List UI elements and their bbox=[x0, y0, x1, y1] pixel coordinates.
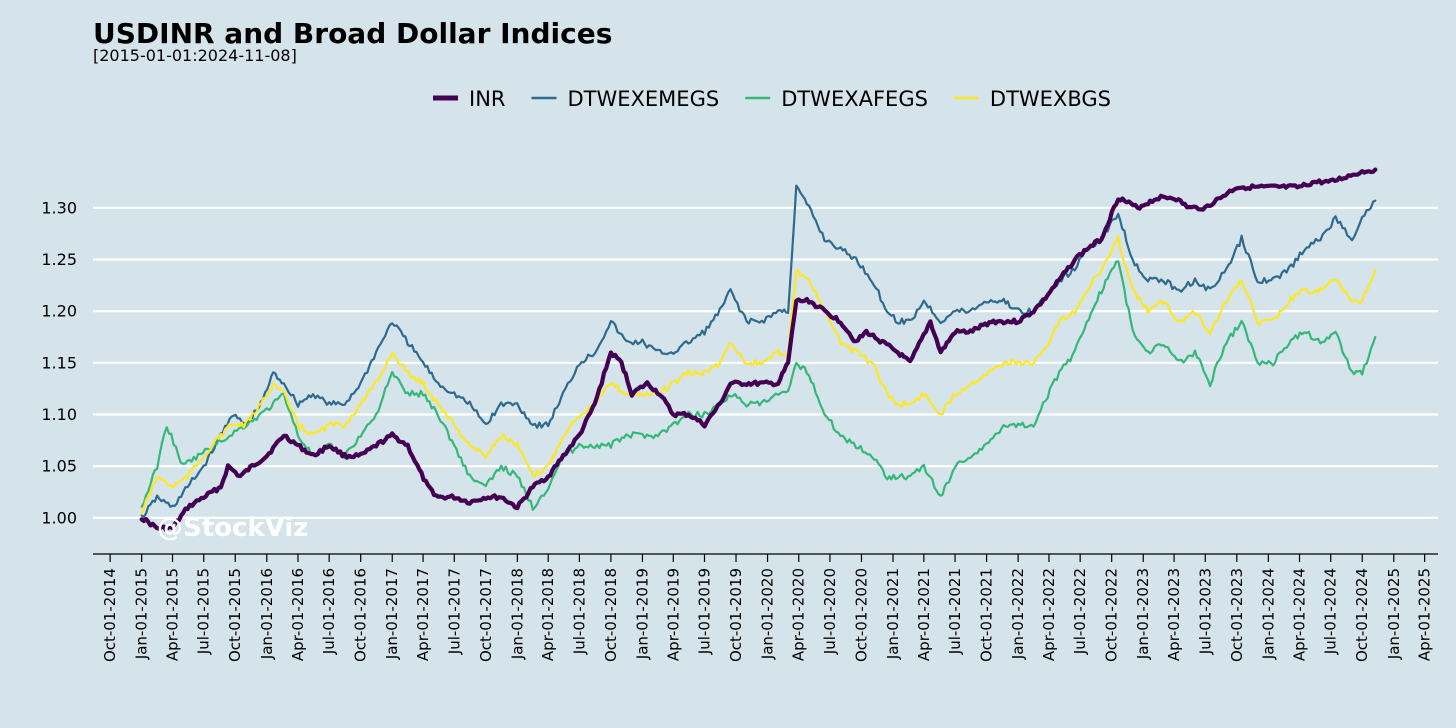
legend-label: DTWEXAFEGS bbox=[781, 87, 928, 111]
x-tick-label: Apr-01-2021 bbox=[915, 568, 933, 661]
legend: INR DTWEXEMEGS DTWEXAFEGS DTWEXBGS bbox=[433, 87, 1111, 111]
x-tick-label: Jan-01-2023 bbox=[1134, 568, 1152, 660]
x-tick-label: Apr-01-2025 bbox=[1416, 568, 1434, 661]
x-tick-label: Jan-01-2015 bbox=[133, 568, 151, 660]
gridlines bbox=[93, 206, 1438, 519]
legend-label: DTWEXEMEGS bbox=[568, 87, 720, 111]
x-tick-label: Jul-01-2017 bbox=[445, 568, 463, 655]
x-tick-label: Jan-01-2018 bbox=[508, 568, 526, 660]
x-tick-label: Jul-01-2019 bbox=[695, 568, 713, 655]
x-tick-label: Jul-01-2020 bbox=[821, 568, 839, 655]
series-line-dtwexemegs bbox=[140, 184, 1377, 518]
x-tick-label: Oct-01-2017 bbox=[477, 568, 495, 662]
x-tick-label: Oct-01-2024 bbox=[1353, 568, 1371, 662]
x-tick-label: Jul-01-2015 bbox=[195, 568, 213, 655]
x-tick-label: Jan-01-2017 bbox=[383, 568, 401, 660]
x-tick-label: Jan-01-2024 bbox=[1259, 568, 1277, 660]
y-axis-ticks: 1.00 1.05 1.10 1.15 1.20 1.25 1.30 bbox=[41, 198, 77, 527]
x-tick-label: Apr-01-2018 bbox=[539, 568, 557, 661]
x-tick-label: Jan-01-2020 bbox=[759, 568, 777, 660]
x-tick-label: Jan-01-2021 bbox=[884, 568, 902, 660]
x-tick-label: Apr-01-2024 bbox=[1291, 568, 1309, 661]
x-tick-label: Oct-01-2016 bbox=[352, 568, 370, 662]
x-tick-label: Jan-01-2016 bbox=[258, 568, 276, 660]
x-tick-label: Apr-01-2023 bbox=[1165, 568, 1183, 661]
x-tick-label: Apr-01-2020 bbox=[790, 568, 808, 661]
legend-label: INR bbox=[469, 87, 506, 111]
x-tick-label: Oct-01-2018 bbox=[602, 568, 620, 662]
x-tick-label: Jul-01-2021 bbox=[946, 568, 964, 655]
x-tick-label: Oct-01-2020 bbox=[852, 568, 870, 662]
x-tick-label: Oct-01-2015 bbox=[226, 568, 244, 662]
chart-title: USDINR and Broad Dollar Indices bbox=[93, 17, 612, 50]
chart-subtitle: [2015-01-01:2024-11-08] bbox=[93, 46, 297, 65]
x-tick-label: Jul-01-2018 bbox=[570, 568, 588, 655]
x-tick-label: Jul-01-2024 bbox=[1322, 568, 1340, 655]
x-tick-label: Jan-01-2025 bbox=[1385, 568, 1403, 660]
x-tick-label: Jul-01-2022 bbox=[1071, 568, 1089, 655]
y-tick-label: 1.15 bbox=[41, 353, 77, 372]
y-tick-label: 1.30 bbox=[41, 198, 77, 217]
x-tick-label: Apr-01-2015 bbox=[164, 568, 182, 661]
x-tick-label: Apr-01-2017 bbox=[414, 568, 432, 661]
series-lines bbox=[139, 167, 1378, 532]
y-tick-label: 1.05 bbox=[41, 457, 77, 476]
y-tick-label: 1.25 bbox=[41, 250, 77, 269]
x-tick-label: Oct-01-2019 bbox=[727, 568, 745, 662]
series-line-inr bbox=[139, 167, 1378, 532]
x-tick-label: Apr-01-2019 bbox=[664, 568, 682, 661]
x-axis-ticks: Oct-01-2014 Jan-01-2015 Apr-01-2015 Jul-01-… bbox=[101, 554, 1434, 662]
y-tick-label: 1.20 bbox=[41, 302, 77, 321]
y-tick-label: 1.00 bbox=[41, 508, 77, 527]
x-tick-label: Jan-01-2022 bbox=[1009, 568, 1027, 660]
y-tick-label: 1.10 bbox=[41, 405, 77, 424]
x-tick-label: Jul-01-2016 bbox=[320, 568, 338, 655]
x-tick-label: Jul-01-2023 bbox=[1196, 568, 1214, 655]
x-tick-label: Oct-01-2021 bbox=[978, 568, 996, 662]
x-tick-label: Oct-01-2014 bbox=[101, 568, 119, 662]
x-tick-label: Apr-01-2016 bbox=[289, 568, 307, 661]
series-line-dtwexafegs bbox=[140, 260, 1377, 511]
x-tick-label: Oct-01-2022 bbox=[1103, 568, 1121, 662]
x-tick-label: Apr-01-2022 bbox=[1040, 568, 1058, 661]
x-tick-label: Jan-01-2019 bbox=[633, 568, 651, 660]
series-line-dtwexbgs bbox=[140, 235, 1377, 515]
legend-label: DTWEXBGS bbox=[990, 87, 1111, 111]
watermark: @StockViz bbox=[157, 513, 308, 543]
x-tick-label: Oct-01-2023 bbox=[1228, 568, 1246, 662]
